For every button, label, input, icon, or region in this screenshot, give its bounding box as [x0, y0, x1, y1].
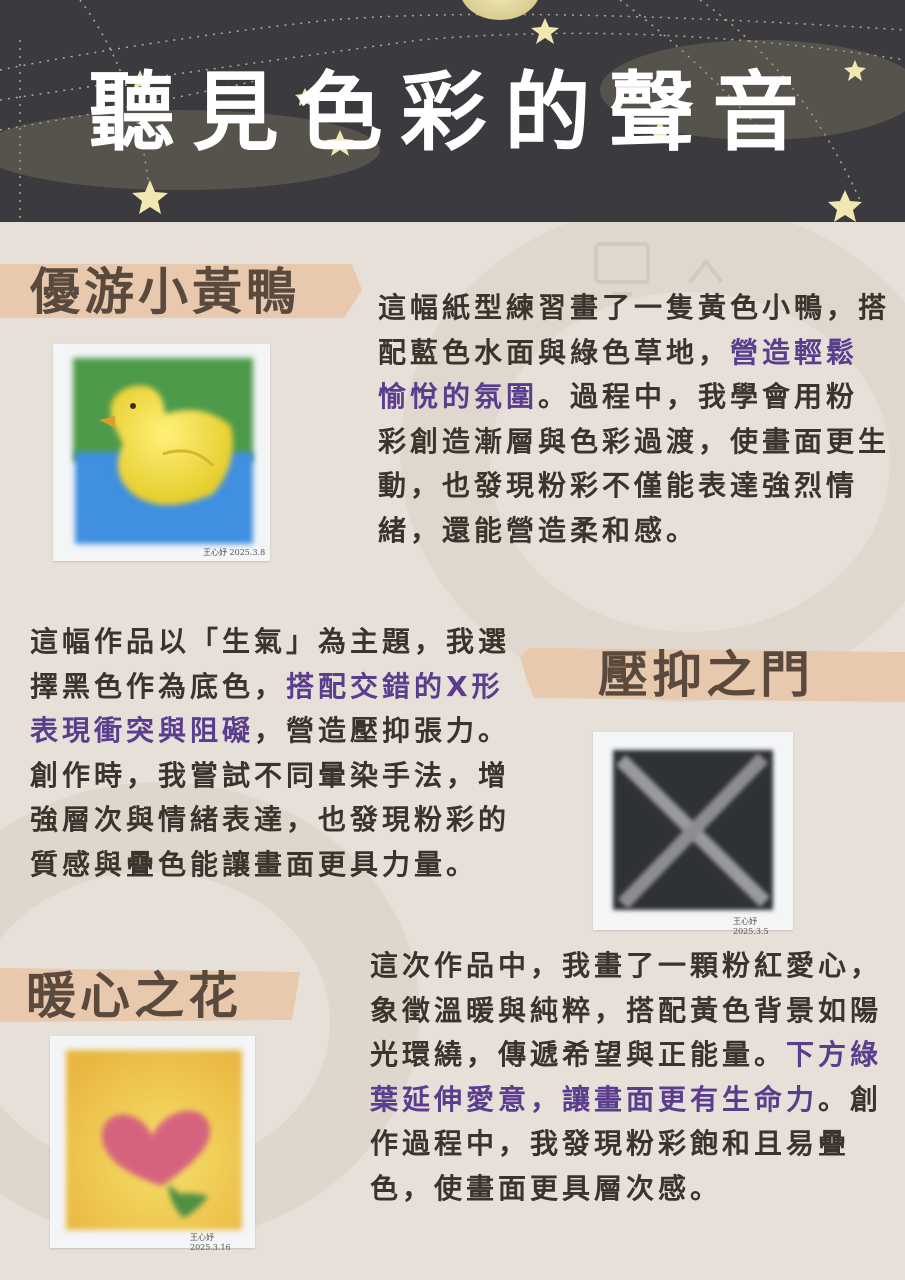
artwork-duck: 王心妤 2025.3.8 — [53, 344, 270, 561]
signature-door: 王心妤 2025.3.5 — [733, 917, 769, 936]
section-heading-flower: 暖心之花 — [26, 967, 242, 1025]
artwork-door: 王心妤 2025.3.5 — [593, 732, 793, 936]
page-title: 聽見色彩的聲音 — [88, 63, 817, 163]
highlight-door: 搭配交錯的X形表現衝突與阻礙 — [30, 669, 504, 748]
heading-band-duck — [0, 264, 362, 318]
header-banner: 聽見色彩的聲音 — [0, 0, 905, 222]
section-heading-duck: 優游小黃鴨 — [30, 263, 300, 321]
description-duck: 這幅紙型練習畫了一隻黃色小鴨，搭配藍色水面與綠色草地，營造輕鬆愉悅的氛圍。過程中… — [378, 291, 891, 547]
signature-duck: 王心妤 2025.3.8 — [203, 548, 266, 557]
star-icon — [129, 18, 866, 222]
description-door: 這幅作品以「生氣」為主題，我選擇黑色作為底色，搭配交錯的X形表現衝突與阻礙，營造… — [30, 625, 511, 881]
section-heading-door: 壓抑之門 — [598, 646, 814, 704]
highlight-flower: 下方綠葉延伸愛意，讓畫面更有生命力 — [370, 1038, 883, 1116]
highlight-duck: 營造輕鬆愉悅的氛圍 — [378, 335, 859, 414]
heading-band-flower — [0, 968, 300, 1022]
signature-flower: 王心妤 2025.3.16 — [190, 1233, 231, 1252]
description-flower: 這次作品中，我畫了一顆粉紅愛心，象徵溫暖與純粹，搭配黃色背景如陽光環繞，傳遞希望… — [370, 949, 883, 1205]
artwork-flower: 王心妤 2025.3.16 — [50, 1036, 255, 1252]
heading-band-door — [520, 648, 905, 702]
moon-icon — [462, 0, 538, 20]
computer-icon — [594, 242, 724, 296]
